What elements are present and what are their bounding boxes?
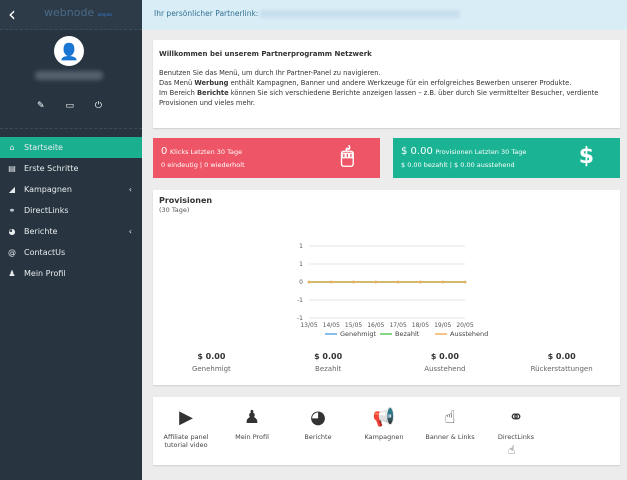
x-tick-label: 15/05	[345, 322, 362, 329]
total-rückerstattungen: $ 0.00 Rückerstattungen	[530, 352, 593, 373]
provisionen-chart: 110-1-113/05 14/05 15/05 16/05 17/05 18/05 19/…	[297, 243, 488, 338]
y-tick-label: 1	[299, 243, 303, 250]
user-icon: ♟	[243, 407, 261, 428]
x-tick-label: 16/05	[367, 322, 384, 329]
clicks-widget: 0 Klicks Letzten 30 Tage 0 eindeutig | 0…	[153, 138, 380, 178]
welcome-panel: Willkommen bei unserem Partnerprogramm N…	[153, 40, 620, 128]
y-tick-label: -1	[297, 297, 303, 304]
data-point	[307, 280, 311, 284]
sidebar-item-label: DirectLinks	[24, 206, 69, 215]
partner-link-value[interactable]	[260, 10, 461, 18]
x-tick-label: 18/05	[412, 322, 429, 329]
total-genehmigt: $ 0.00 Genehmigt	[191, 352, 231, 373]
y-tick-label: 1	[299, 261, 303, 268]
shortcut-pointer-hand[interactable]: ☝ Banner & Links	[417, 407, 483, 465]
at-icon: @	[8, 248, 16, 257]
book-icon: ▤	[8, 164, 16, 173]
sidebar-item-erste-schritte[interactable]: ▤ Erste Schritte	[0, 158, 142, 179]
commissions-widget: $ 0.00 Provisionen Letzten 30 Tage $ 0.0…	[393, 138, 620, 178]
sidebar: ‹ webnode ampuls 👤 ✎ ▭ ⏻ ⌂ Startseite ▤ Ers…	[0, 0, 142, 480]
username-blurred	[35, 71, 103, 80]
welcome-text: Das Menü Werbung enthält Kampagnen, Bann…	[159, 79, 572, 87]
sidebar-item-label: ContactUs	[24, 248, 66, 257]
total-ausstehend: $ 0.00 Ausstehend	[424, 352, 466, 373]
directlink-icon: ⚭	[8, 206, 16, 215]
sidebar-item-label: Mein Profil	[24, 269, 66, 278]
y-tick-label: 0	[299, 279, 303, 286]
x-tick-label: 20/05	[456, 322, 473, 329]
shortcut-user[interactable]: ♟ Mein Profil	[219, 407, 285, 465]
provisionen-subtitle: (30 Tage)	[159, 206, 190, 214]
provisionen-title: Provisionen	[159, 196, 213, 205]
sidebar-nav: ⌂ Startseite ▤ Erste Schritte ◢ Kampagnen ‹ ⚭ Di…	[0, 137, 142, 284]
shortcut-pie-chart[interactable]: ◕ Berichte	[285, 407, 351, 465]
power-icon[interactable]: ⏻	[94, 101, 102, 111]
shortcuts-panel: ▶ Affiliate panel tutorial video ♟ Mein Pro…	[153, 397, 620, 465]
mouse-icon: 🖱	[340, 144, 354, 169]
sidebar-item-label: Erste Schritte	[24, 164, 79, 173]
edit-icon[interactable]: ✎	[37, 101, 45, 111]
data-point	[419, 280, 422, 284]
x-tick-label: 17/05	[389, 322, 406, 329]
provisionen-panel: Provisionen (30 Tage) 1 1 0 -1 -1 13/05 14/05 1…	[153, 190, 620, 385]
welcome-title: Willkommen bei unserem Partnerprogramm N…	[159, 50, 372, 58]
data-point	[352, 280, 355, 284]
sidebar-item-startseite[interactable]: ⌂ Startseite	[0, 137, 142, 158]
user-icon: ♟	[8, 269, 16, 278]
dollar-icon: $	[578, 144, 594, 169]
shortcut-video[interactable]: ▶ Affiliate panel tutorial video	[153, 407, 219, 465]
partner-link-bar: Ihr persönlicher Partnerlink:	[142, 0, 627, 30]
x-tick-label: 19/05	[434, 322, 451, 329]
chevron-left-icon: ‹	[128, 227, 132, 236]
data-point	[329, 280, 333, 284]
shortcut-megaphone[interactable]: 📢 Kampagnen	[351, 407, 417, 465]
megaphone-icon: 📢	[372, 407, 396, 428]
welcome-text: Benutzen Sie das Menü, um durch Ihr Part…	[159, 69, 381, 77]
partner-link-label: Ihr persönlicher Partnerlink:	[154, 9, 259, 18]
data-point	[374, 280, 378, 284]
home-icon: ⌂	[9, 143, 15, 152]
data-point	[441, 280, 445, 284]
hand-cursor-icon: ☝	[508, 443, 516, 457]
shortcut-directlink[interactable]: ⚭ DirectLinks	[483, 407, 549, 465]
legend-label: Ausstehend	[450, 330, 488, 338]
legend-label: Genehmigt	[340, 330, 377, 338]
sidebar-item-label: Kampagnen	[24, 185, 72, 194]
welcome-text: Im Bereich Berichte können Sie sich vers…	[159, 89, 599, 107]
sidebar-item-label: Startseite	[24, 143, 63, 152]
sidebar-item-mein-profil[interactable]: ♟ Mein Profil	[0, 263, 142, 284]
sidebar-header: ‹ webnode ampuls	[0, 0, 142, 30]
y-tick-label: -1	[297, 315, 303, 322]
pie-chart-icon: ◕	[310, 407, 326, 428]
pointer-hand-icon: ☝	[444, 407, 456, 428]
back-icon[interactable]: ‹	[8, 2, 16, 26]
x-tick-label: 14/05	[323, 322, 340, 329]
logo: webnode ampuls	[44, 6, 113, 19]
sidebar-item-kampagnen[interactable]: ◢ Kampagnen ‹	[0, 179, 142, 200]
data-point	[463, 280, 467, 284]
x-tick-label: 13/05	[300, 322, 317, 329]
data-point	[396, 280, 400, 284]
campaign-icon: ◢	[8, 185, 16, 194]
pie-icon: ◕	[8, 227, 16, 236]
sidebar-item-contactus[interactable]: @ ContactUs	[0, 242, 142, 263]
total-bezahlt: $ 0.00 Bezahlt	[314, 352, 343, 373]
directlink-icon: ⚭	[508, 407, 524, 428]
chevron-left-icon: ‹	[128, 185, 132, 194]
monitor-icon[interactable]: ▭	[65, 101, 74, 111]
video-icon: ▶	[179, 407, 193, 428]
legend-label: Bezahlt	[395, 330, 420, 338]
avatar: 👤	[54, 36, 84, 66]
sidebar-item-directlinks[interactable]: ⚭ DirectLinks	[0, 200, 142, 221]
sidebar-item-berichte[interactable]: ◕ Berichte ‹	[0, 221, 142, 242]
sidebar-item-label: Berichte	[24, 227, 58, 236]
